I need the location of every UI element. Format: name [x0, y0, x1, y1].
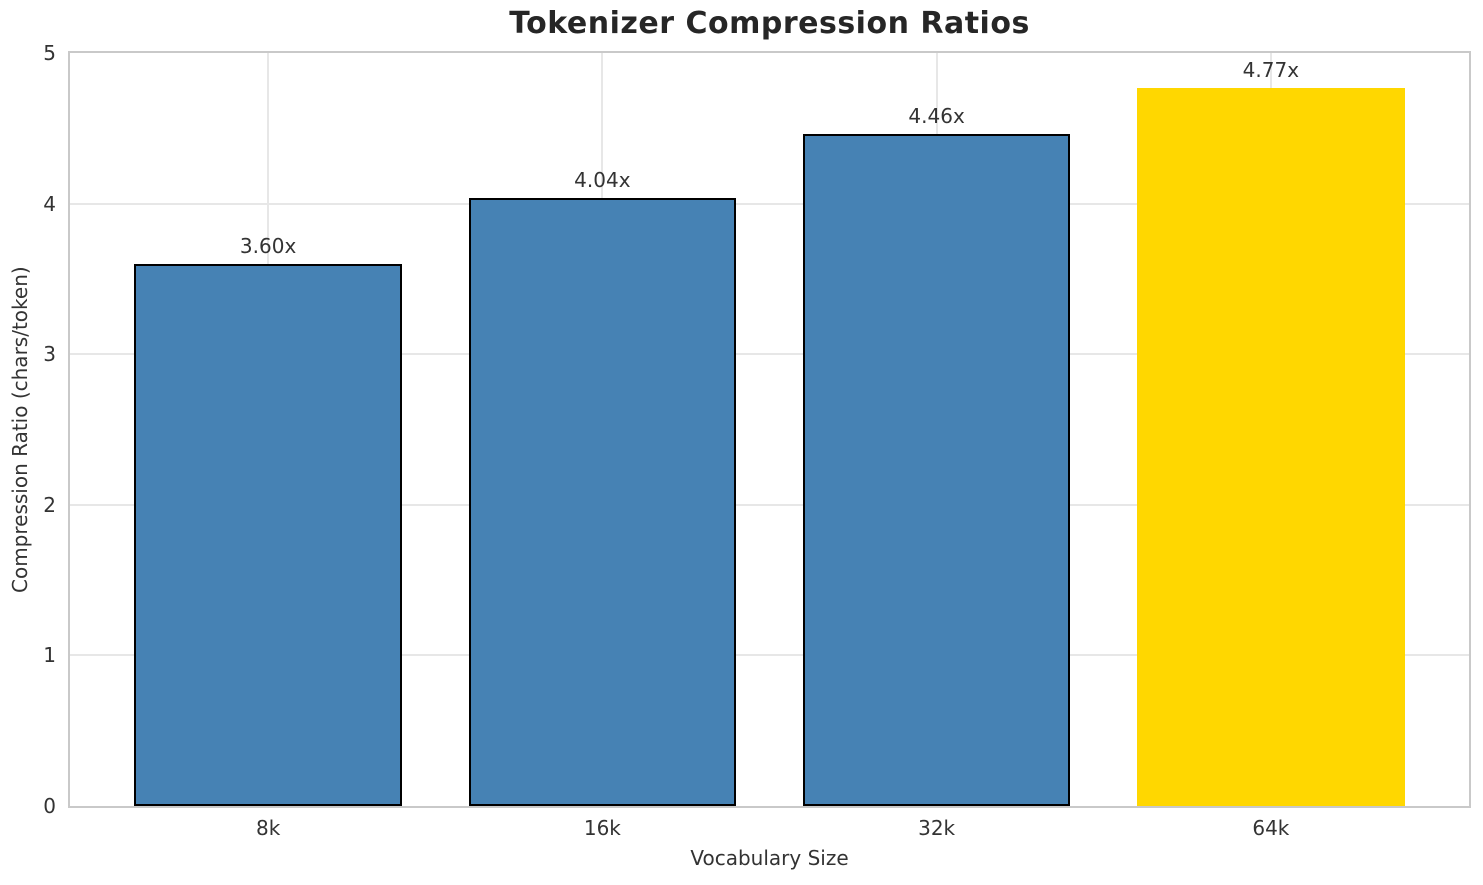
y-tick-5: 5: [43, 41, 56, 65]
plot-area: 3.60x 4.04x 4.46x 4.77x: [68, 51, 1471, 808]
x-tick-32k: 32k: [918, 816, 956, 840]
chart-title: Tokenizer Compression Ratios: [509, 6, 1030, 41]
y-tick-1: 1: [43, 643, 56, 668]
bar-value-label-8k: 3.60x: [239, 233, 297, 258]
gridline-y-2: [70, 503, 1469, 506]
gridline-y-1: [70, 654, 1469, 657]
bar-32k: [802, 134, 1071, 806]
bar-value-label-64k: 4.77x: [1242, 57, 1300, 82]
bar-16k: [468, 197, 737, 806]
bar-8k: [134, 263, 402, 806]
y-tick-3: 3: [43, 342, 56, 367]
gridline-y-4: [70, 202, 1469, 205]
x-tick-64k: 64k: [1252, 816, 1290, 840]
y-tick-2: 2: [43, 492, 56, 517]
x-tick-16k: 16k: [583, 816, 621, 840]
x-tick-8k: 8k: [255, 816, 281, 840]
y-axis-label: Compression Ratio (chars/token): [8, 266, 32, 593]
x-axis-label: Vocabulary Size: [690, 846, 849, 870]
y-tick-0: 0: [43, 794, 56, 818]
bar-value-label-32k: 4.46x: [908, 104, 965, 129]
bar-value-label-16k: 4.04x: [574, 167, 631, 192]
y-tick-4: 4: [43, 191, 56, 216]
bar-64k: [1137, 87, 1405, 806]
gridline-y-3: [70, 353, 1469, 356]
